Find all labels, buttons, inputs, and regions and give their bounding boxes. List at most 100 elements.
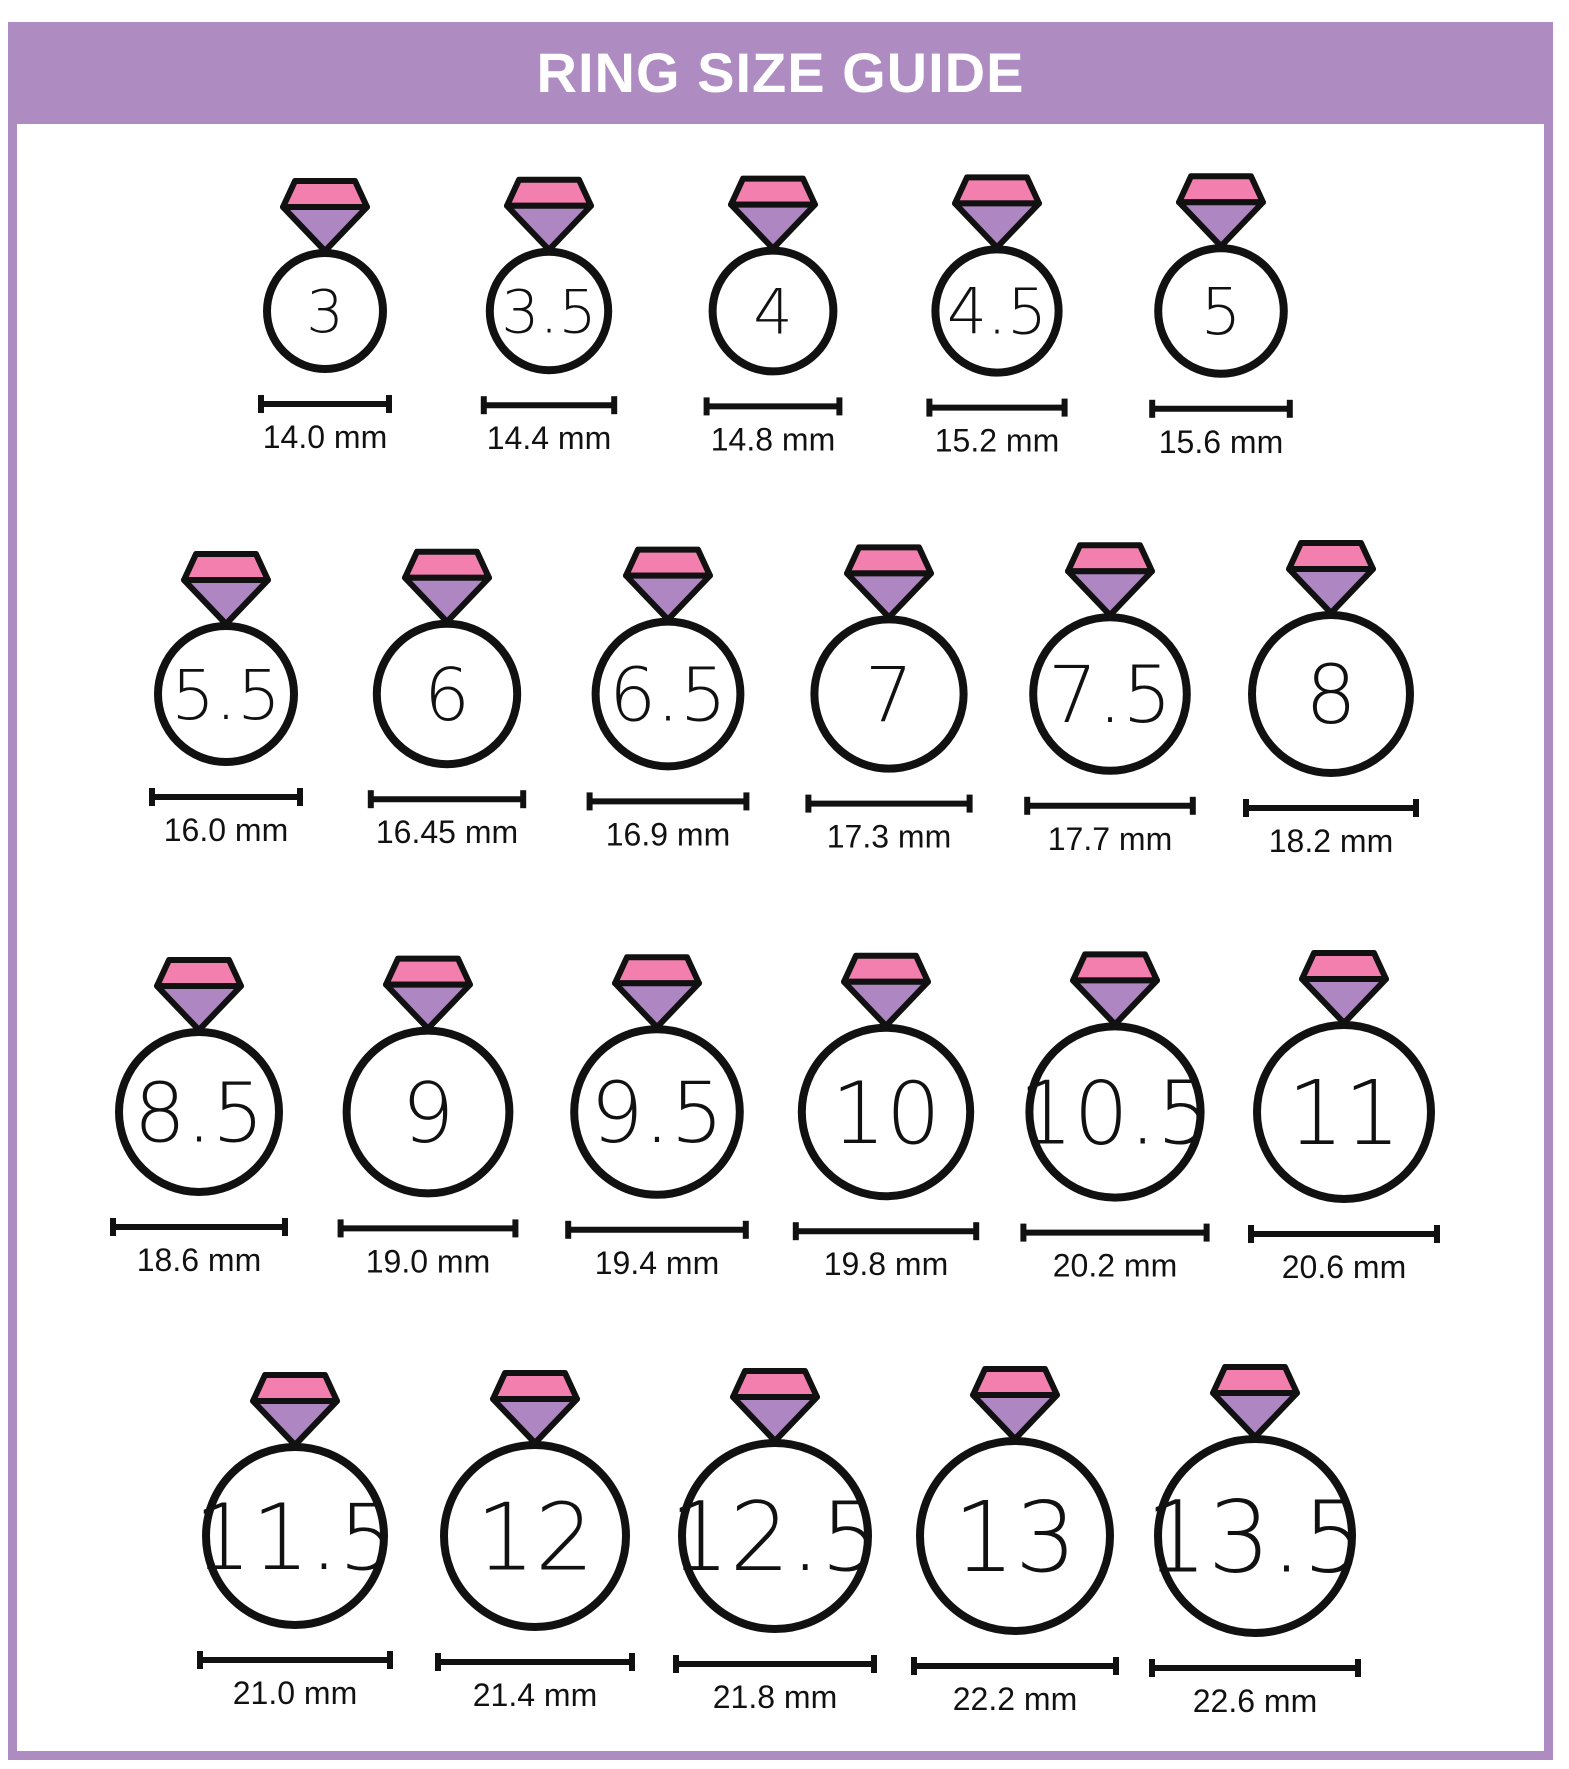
ring-size-label: 11.5 — [194, 1486, 397, 1591]
ring-item: 3.5 14.4 mm — [480, 176, 618, 456]
gem-crown — [728, 175, 818, 208]
ring-circle — [485, 247, 613, 375]
gem-crown — [181, 551, 271, 583]
ring-mm-label: 21.4 mm — [473, 1677, 597, 1713]
ring-item: 9.5 19.4 mm — [565, 954, 749, 1281]
gem-pavilion — [1176, 199, 1266, 250]
gem-icon — [402, 548, 492, 625]
measure-bar — [149, 788, 303, 806]
measure-bar — [258, 395, 392, 413]
ring-size-label: 12 — [476, 1483, 594, 1591]
ring-circle — [372, 619, 522, 769]
gem-pavilion — [280, 204, 370, 254]
gem-crown — [1065, 542, 1155, 575]
measure-bar — [480, 396, 618, 415]
ring-size-label: 9 — [402, 1065, 455, 1162]
gem-icon — [612, 954, 702, 1031]
gem-pavilion — [970, 1392, 1060, 1442]
ring-item: 13 22.2 mm — [911, 1366, 1119, 1717]
ring-mm-label: 15.2 mm — [935, 423, 1059, 459]
gem-pavilion — [730, 1394, 820, 1444]
ring-item: 13.5 22.6 mm — [1145, 1364, 1365, 1719]
ring-circle — [342, 1026, 514, 1198]
gem-crown — [952, 174, 1042, 207]
gem-pavilion — [383, 981, 473, 1032]
gem-icon — [970, 1366, 1060, 1442]
ring-item: 5.5 16.0 mm — [149, 551, 303, 848]
ring-item: 6 16.45 mm — [367, 548, 527, 850]
measure-bar — [367, 790, 527, 809]
ring-mm-label: 21.0 mm — [233, 1675, 357, 1711]
ring-mm-label: 22.2 mm — [953, 1681, 1077, 1717]
gem-crown — [623, 546, 713, 579]
ring-item: 3 14.0 mm — [258, 178, 392, 455]
gem-crown — [841, 952, 931, 985]
gem-pavilion — [728, 201, 818, 252]
measure-bar — [197, 1651, 393, 1669]
gem-pavilion — [402, 574, 492, 625]
gem-icon — [154, 957, 244, 1033]
ring-circle — [115, 1028, 283, 1196]
ring-size-label: 12.5 — [669, 1483, 881, 1593]
gem-crown — [970, 1366, 1060, 1398]
ring-mm-label: 21.8 mm — [713, 1679, 837, 1715]
ring-item: 8 18.2 mm — [1243, 540, 1419, 859]
gem-crown — [1070, 951, 1160, 984]
ring-circle — [797, 1023, 975, 1201]
gem-pavilion — [1070, 977, 1160, 1028]
gem-pavilion — [1210, 1390, 1300, 1440]
measure-bar — [911, 1657, 1119, 1675]
gem-pavilion — [154, 983, 244, 1033]
gem-icon — [952, 174, 1042, 251]
gem-pavilion — [1065, 568, 1155, 619]
ring-circle — [570, 1025, 744, 1199]
gem-pavilion — [841, 978, 931, 1029]
ring-size-label: 8 — [1305, 649, 1357, 743]
ring-circle — [154, 622, 298, 766]
ring-circle — [1154, 244, 1288, 378]
gem-crown — [1176, 173, 1266, 206]
measure-bar — [1248, 1225, 1440, 1243]
ring-size-label: 6 — [424, 653, 470, 737]
ring-size-label: 9.5 — [590, 1064, 724, 1162]
gem-icon — [841, 952, 931, 1029]
measure-bar — [565, 1220, 749, 1239]
ring-mm-label: 18.6 mm — [137, 1242, 261, 1278]
ring-mm-label: 22.6 mm — [1193, 1683, 1317, 1719]
ring-circle — [1029, 613, 1191, 775]
header-banner: RING SIZE GUIDE — [8, 22, 1553, 124]
measure-bar — [1149, 1659, 1361, 1677]
gem-crown — [1286, 540, 1376, 572]
gem-pavilion — [612, 980, 702, 1031]
ring-mm-label: 20.6 mm — [1282, 1249, 1406, 1285]
ring-circle — [263, 249, 387, 373]
ring-size-label: 13 — [953, 1481, 1076, 1594]
measure-bar — [1243, 799, 1419, 817]
ring-size-label: 4.5 — [947, 276, 1047, 349]
ring-item: 4.5 15.2 mm — [926, 174, 1068, 459]
ring-mm-label: 17.7 mm — [1048, 821, 1172, 857]
ring-size-label: 4 — [753, 275, 792, 348]
ring-circle — [931, 245, 1063, 377]
gem-icon — [1176, 173, 1266, 250]
ring-size-label: 13.5 — [1145, 1481, 1365, 1596]
gem-icon — [1210, 1364, 1300, 1440]
ring-size-label: 11 — [1287, 1061, 1400, 1165]
ring-item: 10 19.8 mm — [792, 952, 980, 1282]
gem-icon — [504, 176, 594, 253]
gem-pavilion — [623, 572, 713, 623]
gem-pavilion — [1286, 566, 1376, 616]
ring-size-label: 10 — [831, 1064, 940, 1164]
gem-icon — [1070, 951, 1160, 1028]
measure-bar — [586, 792, 750, 811]
ring-mm-label: 14.0 mm — [263, 419, 387, 455]
gem-crown — [612, 954, 702, 987]
ring-mm-label: 16.9 mm — [606, 816, 730, 852]
ring-mm-label: 14.8 mm — [711, 421, 835, 457]
gem-icon — [181, 551, 271, 627]
ring-size-label: 7 — [865, 650, 913, 739]
ring-item: 7 17.3 mm — [805, 544, 973, 855]
measure-bar — [926, 398, 1068, 417]
measure-bar — [110, 1218, 288, 1236]
